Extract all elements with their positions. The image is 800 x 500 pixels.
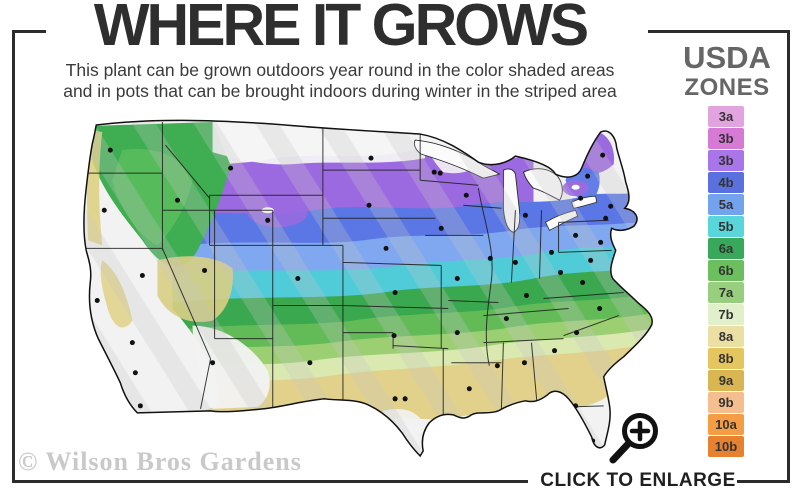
zone-label: 3b <box>718 131 734 146</box>
zone-swatch: 9a <box>708 370 744 391</box>
zone-swatch: 3b <box>708 150 744 171</box>
zone-swatch: 4b <box>708 172 744 193</box>
frame-left <box>12 30 15 483</box>
us-outline <box>83 119 653 458</box>
zone-label: 8a <box>718 329 734 344</box>
zone-swatch: 9b <box>708 392 744 413</box>
zone-swatch: 7a <box>708 282 744 303</box>
zone-label: 7b <box>718 307 734 322</box>
zone-swatch: 6a <box>708 238 744 259</box>
usda-zone-legend: 3a 3b 3b 4b 5a 5b 6a 6b 7a 7b 8a 8b 9a 9… <box>708 106 744 458</box>
legend-title-zones: ZONES <box>684 74 770 101</box>
zone-label: 6b <box>718 263 734 278</box>
subtitle-line-1: This plant can be grown outdoors year ro… <box>65 60 615 80</box>
enlarge-button[interactable]: CLICK TO ENLARGE <box>538 404 738 496</box>
zone-swatch: 5a <box>708 194 744 215</box>
zone-swatch: 10a <box>708 414 744 435</box>
zone-label: 5b <box>718 219 734 234</box>
zone-swatch: 8a <box>708 326 744 347</box>
frame-top-right-segment <box>648 30 790 33</box>
us-hardiness-zone-map <box>62 110 664 466</box>
zone-label: 10a <box>715 417 737 432</box>
city-markers <box>94 147 614 444</box>
zone-label: 9a <box>718 373 734 388</box>
frame-bottom-right-segment <box>737 480 790 483</box>
zone-swatch: 7b <box>708 304 744 325</box>
zone-label: 4b <box>718 175 734 190</box>
subtitle: This plant can be grown outdoors year ro… <box>40 60 640 103</box>
magnifier-plus-icon <box>609 413 658 464</box>
zone-swatch: 10b <box>708 436 744 457</box>
zone-swatch: 8b <box>708 348 744 369</box>
zone-label: 10b <box>714 439 738 454</box>
page-title: WHERE IT GROWS <box>93 0 589 58</box>
enlarge-label: CLICK TO ENLARGE <box>540 470 736 491</box>
zone-swatch: 3b <box>708 128 744 149</box>
zone-swatch: 5b <box>708 216 744 237</box>
zone-swatch: 3a <box>708 106 744 127</box>
legend-title: USDA ZONES <box>668 42 786 100</box>
zone-label: 3b <box>718 153 734 168</box>
zone-label: 9b <box>718 395 734 410</box>
zone-swatch: 6b <box>708 260 744 281</box>
zone-label: 7a <box>718 285 734 300</box>
subtitle-line-2: and in pots that can be brought indoors … <box>63 81 617 102</box>
zone-label: 3a <box>718 109 734 124</box>
zone-label: 8b <box>718 351 734 366</box>
zone-label: 5a <box>718 197 734 212</box>
legend-title-usda: USDA <box>683 40 771 75</box>
frame-bottom-left-segment <box>12 480 528 483</box>
watermark: © Wilson Bros Gardens <box>18 447 302 476</box>
zone-label: 6a <box>718 241 734 256</box>
frame-top-left-segment <box>12 30 46 33</box>
frame-right <box>787 30 790 483</box>
